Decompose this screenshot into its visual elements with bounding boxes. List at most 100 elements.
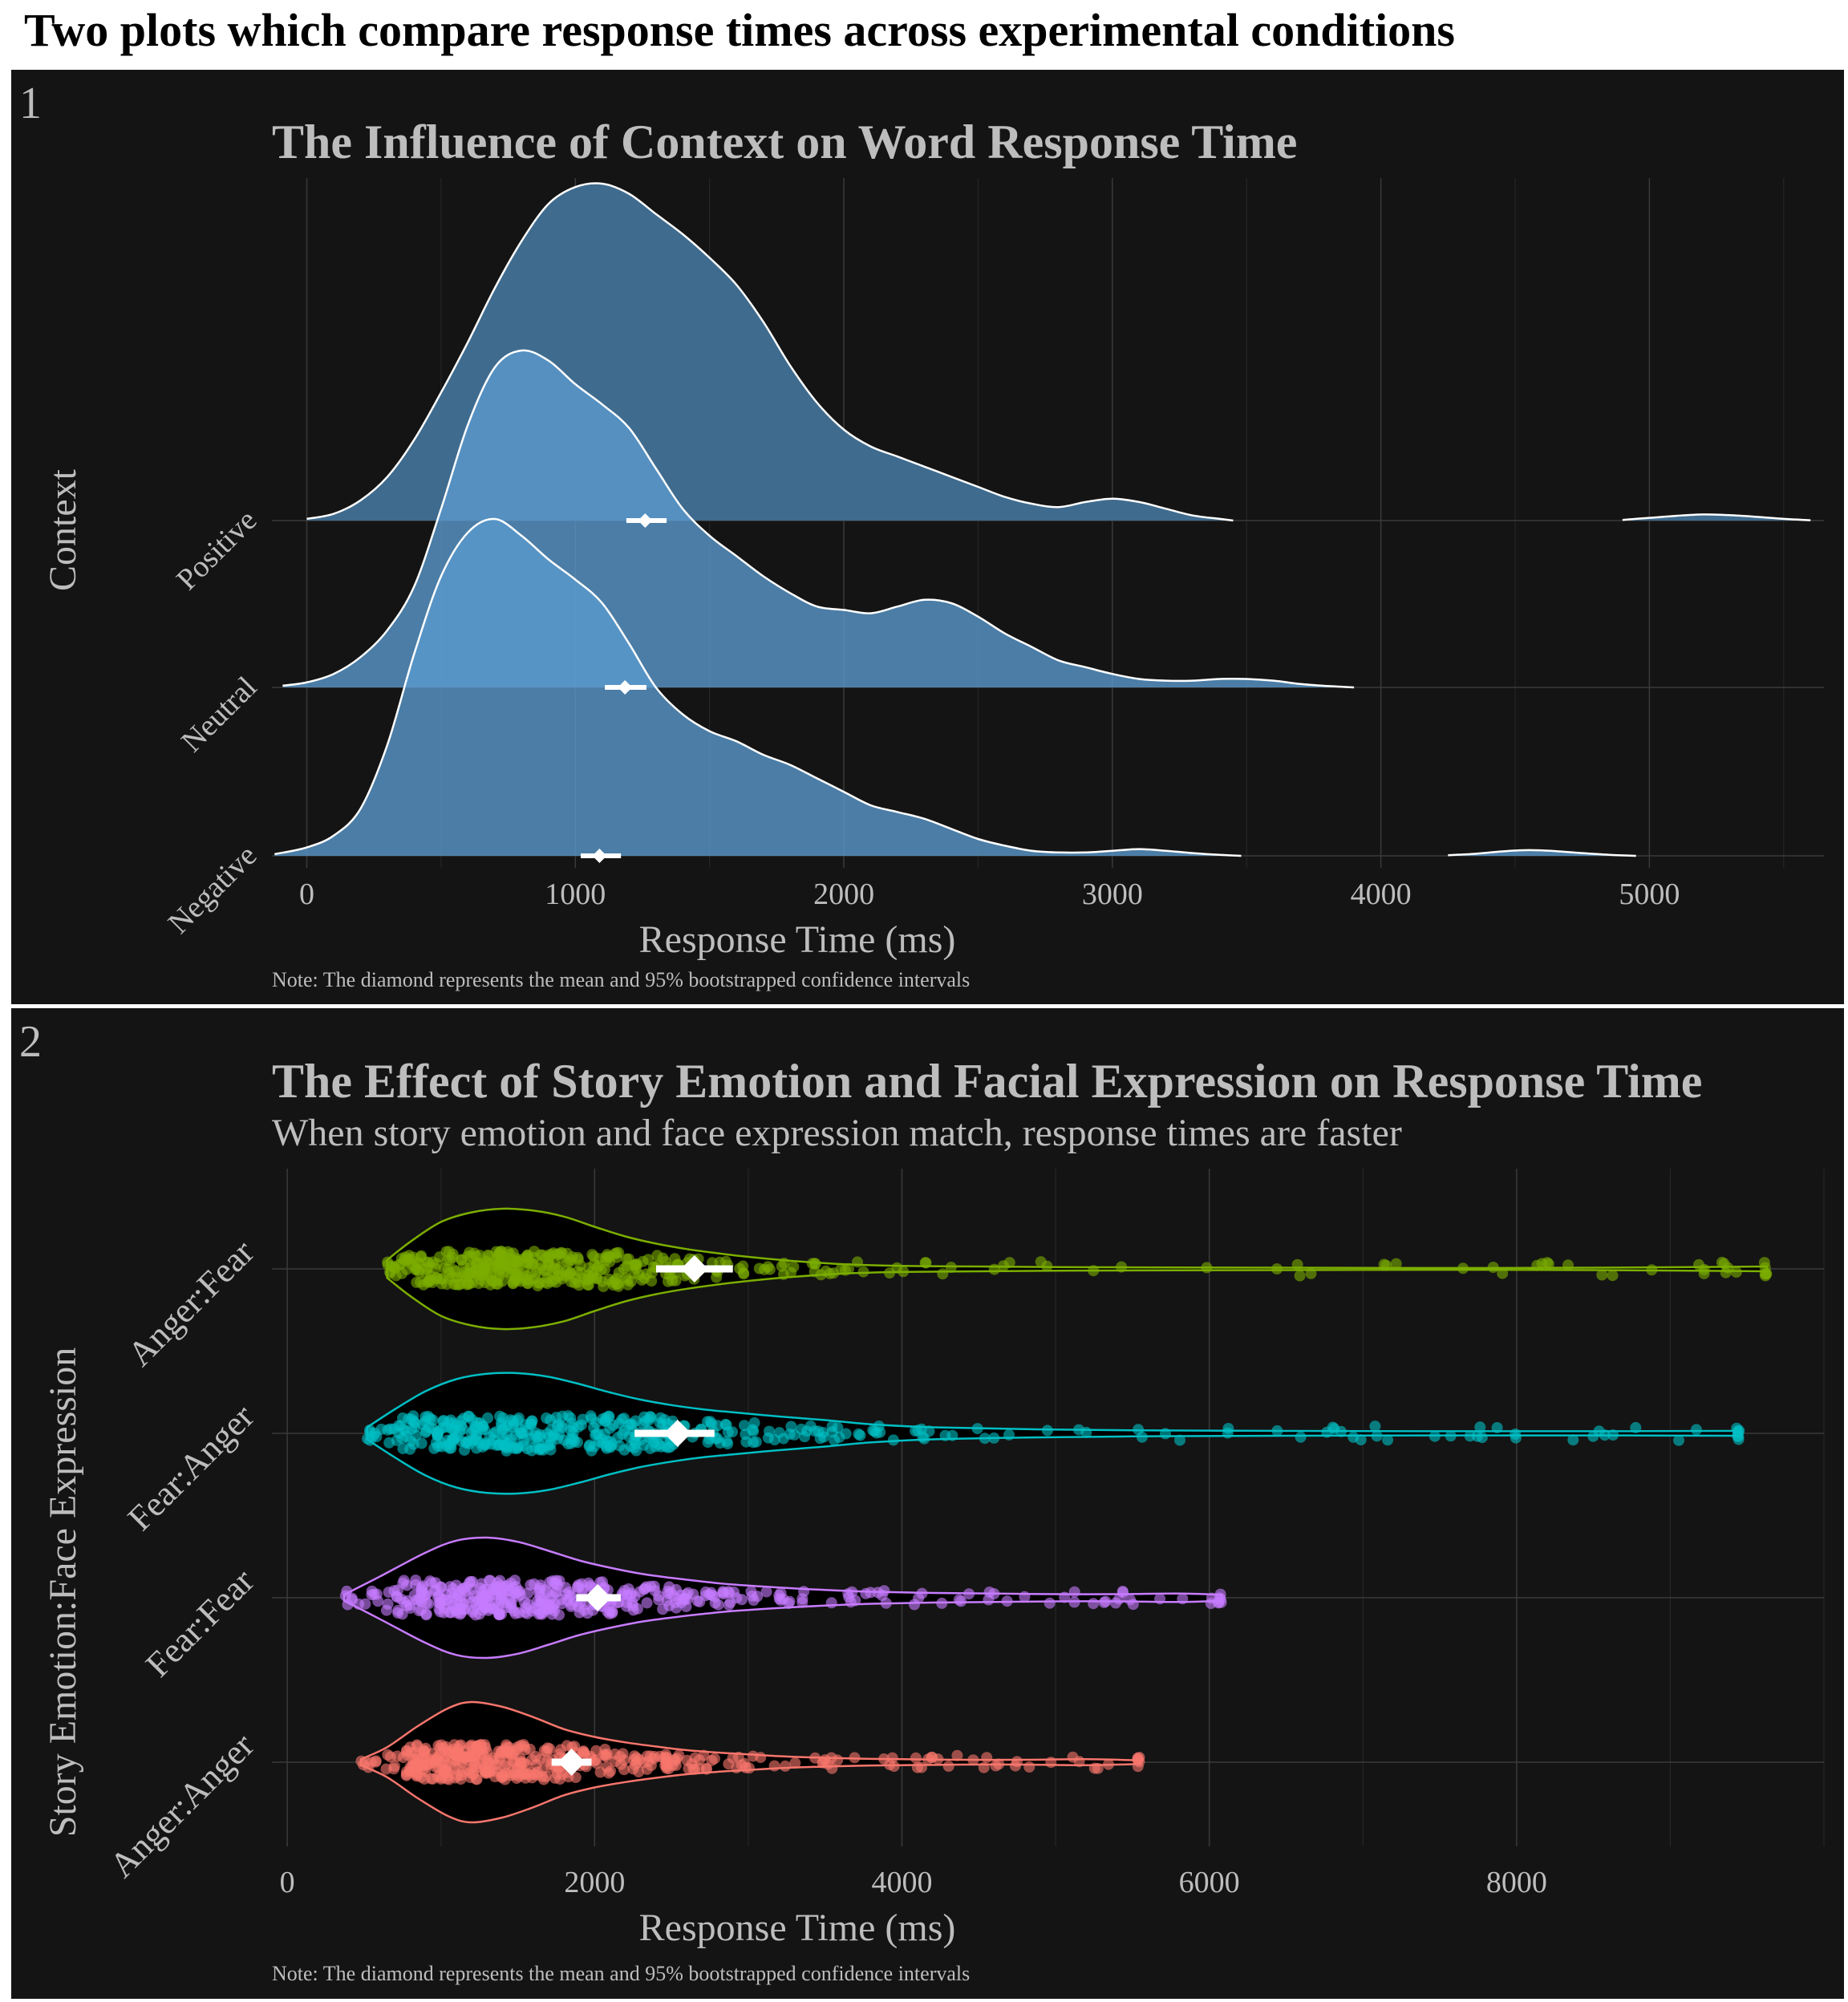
data-point-fear-fear (539, 1584, 551, 1596)
data-point-fear-anger (432, 1427, 444, 1438)
data-point-anger-fear (423, 1257, 435, 1269)
data-point-anger-fear (857, 1266, 869, 1278)
plot-title: The Influence of Context on Word Respons… (272, 116, 1297, 168)
data-point-anger-anger (416, 1760, 428, 1772)
data-point-anger-anger (1023, 1761, 1035, 1773)
x-tick-label: 0 (299, 877, 314, 911)
data-point-anger-anger (1073, 1756, 1085, 1768)
data-point-fear-fear (454, 1591, 466, 1603)
data-point-fear-fear (1068, 1596, 1080, 1608)
data-point-fear-anger (1429, 1430, 1441, 1442)
data-point-fear-anger (545, 1414, 557, 1426)
plot-title: The Effect of Story Emotion and Facial E… (272, 1055, 1702, 1108)
data-point-fear-fear (1154, 1593, 1166, 1605)
data-point-anger-anger (990, 1760, 1002, 1772)
data-point-anger-fear (552, 1248, 563, 1260)
data-point-fear-fear (657, 1603, 669, 1615)
data-point-fear-fear (1098, 1596, 1110, 1608)
data-point-fear-anger (1328, 1423, 1340, 1435)
data-point-anger-anger (566, 1741, 578, 1753)
panel-label: 2 (19, 1017, 42, 1067)
data-point-fear-fear (1088, 1598, 1100, 1610)
data-point-fear-anger (529, 1427, 541, 1439)
data-point-anger-fear (852, 1256, 863, 1268)
data-point-anger-fear (444, 1254, 456, 1266)
data-point-fear-anger (918, 1433, 930, 1445)
data-point-anger-fear (806, 1258, 818, 1270)
data-point-fear-fear (1068, 1586, 1080, 1598)
data-point-anger-fear (541, 1271, 553, 1283)
data-point-fear-anger (1607, 1429, 1619, 1441)
data-point-anger-anger (747, 1750, 759, 1762)
data-point-anger-anger (780, 1760, 791, 1772)
data-point-anger-fear (478, 1264, 490, 1276)
data-point-fear-anger (393, 1427, 405, 1439)
data-point-fear-anger (500, 1442, 513, 1454)
data-point-anger-fear (508, 1275, 520, 1287)
data-point-anger-fear (399, 1251, 411, 1263)
data-point-anger-anger (708, 1753, 720, 1765)
data-point-anger-fear (669, 1253, 681, 1265)
data-point-fear-fear (723, 1599, 735, 1611)
data-point-fear-anger (460, 1437, 472, 1449)
data-point-anger-fear (988, 1263, 1000, 1275)
data-point-fear-fear (796, 1593, 808, 1605)
data-point-anger-fear (468, 1247, 480, 1259)
data-point-fear-fear (346, 1594, 358, 1606)
data-point-anger-fear (839, 1264, 851, 1276)
data-point-fear-fear (490, 1581, 502, 1593)
data-point-fear-anger (476, 1420, 488, 1432)
data-point-fear-anger (799, 1431, 811, 1443)
ridge-negative-outline (274, 517, 1242, 857)
ridge-positive-tail-outline (1622, 513, 1811, 521)
data-point-fear-anger (469, 1434, 481, 1446)
data-point-fear-anger (1382, 1434, 1394, 1446)
violin-chart: 2 The Effect of Story Emotion and Facial… (19, 1017, 1825, 1985)
data-point-fear-anger (739, 1420, 750, 1432)
data-point-anger-anger (849, 1752, 861, 1764)
data-point-fear-anger (1567, 1434, 1579, 1446)
data-point-fear-fear (480, 1589, 492, 1601)
data-point-anger-fear (561, 1266, 573, 1278)
data-point-anger-fear (386, 1260, 398, 1272)
data-point-fear-fear (576, 1578, 588, 1590)
x-tick-label: 6000 (1179, 1866, 1240, 1899)
data-point-anger-fear (479, 1277, 491, 1289)
data-point-anger-fear (1457, 1262, 1469, 1275)
data-point-fear-anger (618, 1424, 630, 1437)
data-point-anger-anger (401, 1769, 412, 1781)
data-point-fear-fear (648, 1580, 660, 1592)
data-point-anger-anger (370, 1755, 382, 1767)
data-point-fear-fear (470, 1609, 481, 1621)
data-point-anger-fear (1390, 1258, 1402, 1270)
data-point-fear-anger (466, 1414, 478, 1426)
data-point-anger-anger (609, 1748, 621, 1760)
data-point-fear-fear (582, 1607, 594, 1619)
data-point-anger-anger (686, 1758, 698, 1770)
data-point-anger-anger (442, 1767, 454, 1778)
data-point-anger-anger (768, 1760, 780, 1772)
data-point-anger-anger (505, 1769, 517, 1781)
data-point-anger-fear (569, 1272, 582, 1284)
data-point-fear-anger (832, 1422, 844, 1434)
data-point-fear-anger (1080, 1426, 1092, 1438)
data-point-anger-fear (628, 1267, 640, 1279)
data-point-fear-anger (565, 1412, 577, 1424)
data-point-fear-anger (1371, 1430, 1383, 1442)
data-point-fear-anger (1041, 1424, 1053, 1437)
data-point-fear-anger (419, 1416, 432, 1428)
data-point-fear-fear (529, 1602, 541, 1614)
data-point-anger-fear (824, 1267, 836, 1279)
ridgeline-chart: 1 The Influence of Context on Word Respo… (19, 79, 1824, 991)
mean-diamond-negative (592, 849, 607, 863)
data-point-anger-fear (1760, 1270, 1771, 1282)
data-point-anger-anger (551, 1768, 563, 1780)
data-point-anger-fear (431, 1258, 443, 1270)
data-point-anger-anger (411, 1739, 423, 1751)
panel-label: 1 (19, 79, 42, 128)
data-point-anger-fear (1487, 1262, 1499, 1273)
data-point-anger-fear (711, 1271, 723, 1283)
data-point-anger-fear (441, 1279, 452, 1291)
data-point-fear-anger (545, 1444, 557, 1456)
data-point-fear-fear (415, 1604, 428, 1616)
